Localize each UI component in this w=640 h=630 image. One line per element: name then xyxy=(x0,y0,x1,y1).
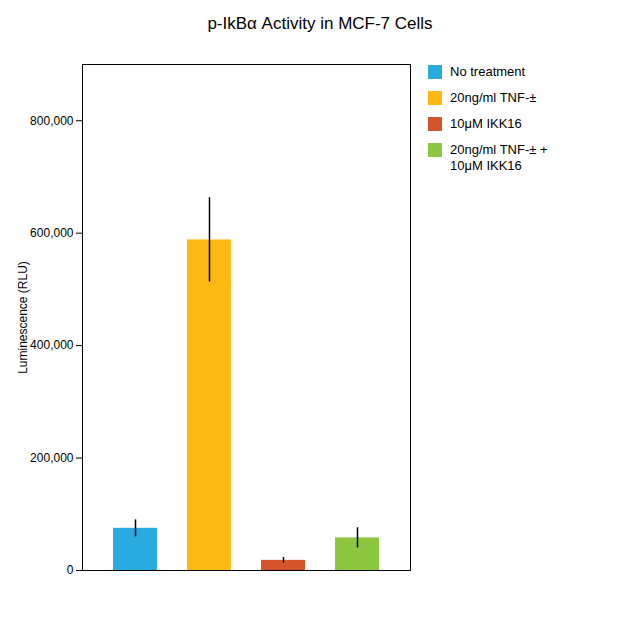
html-text:20ng/ml TNF-± + 10μM IKK16: 20ng/ml TNF-± + 10μM IKK16 xyxy=(450,142,548,173)
svg-text:400,000: 400,000 xyxy=(30,338,74,352)
svg-text:0: 0 xyxy=(67,563,74,577)
svg-text:200,000: 200,000 xyxy=(30,451,74,465)
html-text:No treatment: No treatment xyxy=(450,64,526,79)
html-text:10μM IKK16: 10μM IKK16 xyxy=(450,116,522,131)
svg-text:600,000: 600,000 xyxy=(30,226,74,240)
svg-text:Luminescence (RLU): Luminescence (RLU) xyxy=(16,261,30,374)
html-text:p-IkBα Activity in MCF-7 Cells: p-IkBα Activity in MCF-7 Cells xyxy=(207,14,433,33)
html-text:20ng/ml TNF-±: 20ng/ml TNF-± xyxy=(450,90,537,105)
svg-text:800,000: 800,000 xyxy=(30,114,74,128)
